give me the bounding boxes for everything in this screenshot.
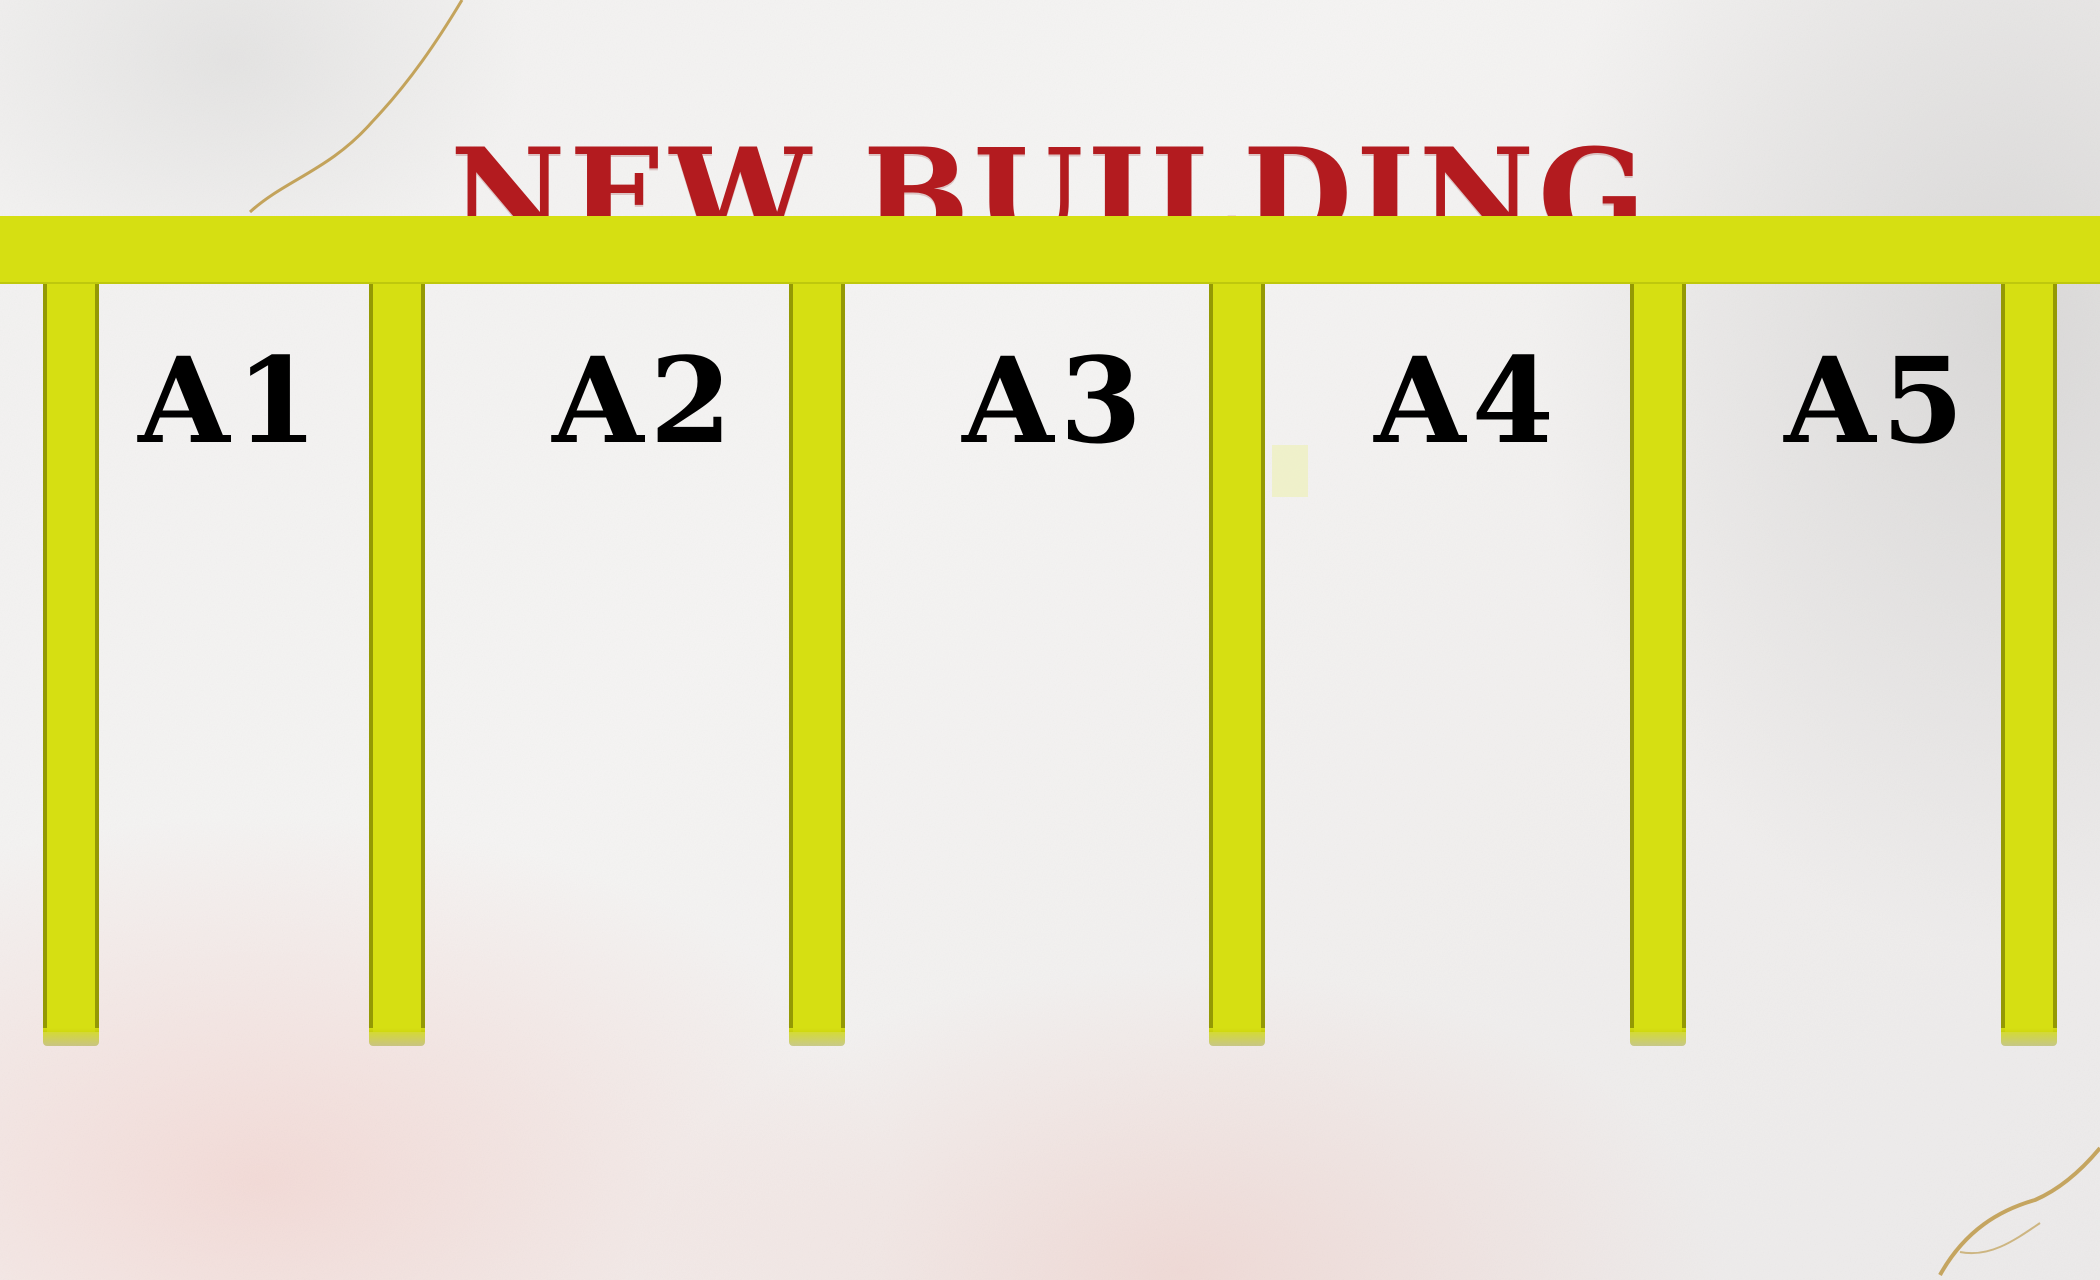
post-1	[43, 284, 99, 1046]
post-2	[369, 284, 425, 1046]
bay-label-a2: A2	[552, 331, 738, 470]
post-3	[789, 284, 845, 1046]
bay-label-a4: A4	[1374, 331, 1560, 470]
top-beam	[0, 216, 2100, 284]
bay-label-a3: A3	[962, 331, 1148, 470]
post-4	[1209, 284, 1265, 1046]
bay-label-a1: A1	[138, 331, 324, 470]
post-5	[1630, 284, 1686, 1046]
post-6	[2001, 284, 2057, 1046]
light-patch	[1272, 445, 1308, 497]
bay-label-a5: A5	[1784, 331, 1970, 470]
